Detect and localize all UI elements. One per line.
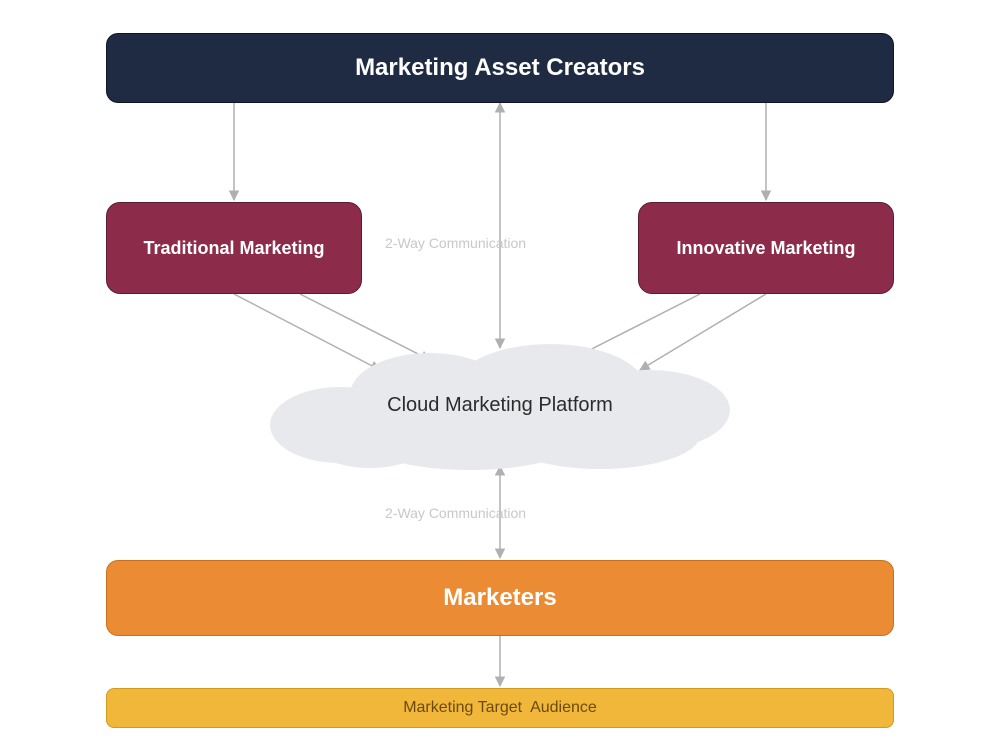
edge-label-two-way-top: 2-Way Communication bbox=[385, 235, 526, 251]
node-label: Marketers bbox=[443, 584, 556, 612]
node-marketing-asset-creators: Marketing Asset Creators bbox=[106, 33, 894, 103]
edge-label-text: 2-Way Communication bbox=[385, 235, 526, 251]
node-marketers: Marketers bbox=[106, 560, 894, 636]
node-traditional-marketing: Traditional Marketing bbox=[106, 202, 362, 294]
node-label: Innovative Marketing bbox=[676, 238, 855, 259]
node-label: Traditional Marketing bbox=[143, 238, 324, 259]
edge-label-two-way-bottom: 2-Way Communication bbox=[385, 505, 526, 521]
node-marketing-target-audience: Marketing Target Audience bbox=[106, 688, 894, 728]
edge-label-text: 2-Way Communication bbox=[385, 505, 526, 521]
diagram-canvas: Marketing Asset Creators Traditional Mar… bbox=[0, 0, 1001, 750]
node-label: Cloud Marketing Platform bbox=[387, 394, 613, 417]
node-cloud-marketing-platform: Cloud Marketing Platform bbox=[250, 340, 750, 470]
node-innovative-marketing: Innovative Marketing bbox=[638, 202, 894, 294]
node-label: Marketing Asset Creators bbox=[355, 54, 645, 82]
node-label: Marketing Target Audience bbox=[403, 699, 597, 717]
